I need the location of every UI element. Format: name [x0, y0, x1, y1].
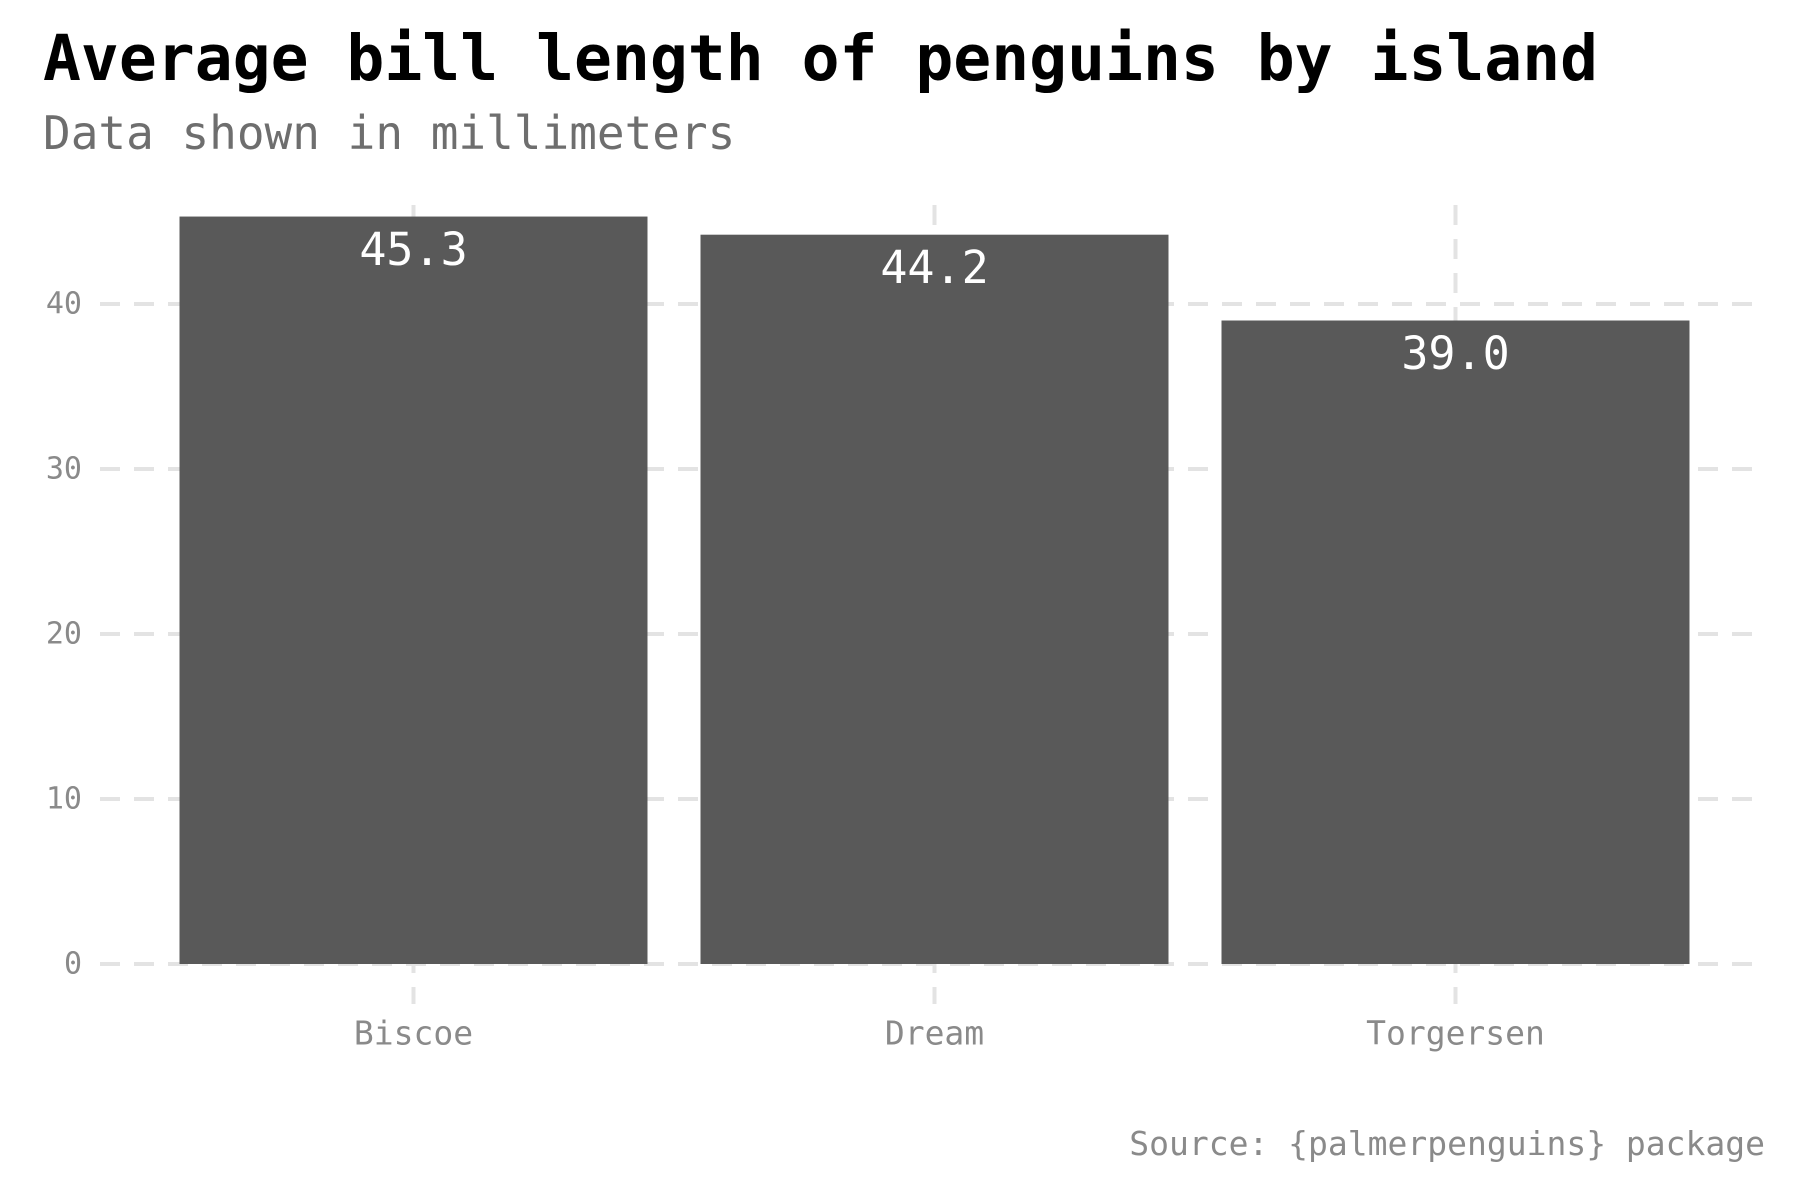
- data-label: 39.0: [1401, 327, 1509, 380]
- y-tick-label: 10: [46, 782, 82, 817]
- x-tick-label: Biscoe: [354, 1014, 473, 1053]
- data-label: 45.3: [359, 223, 467, 276]
- bar-biscoe: [180, 217, 648, 964]
- data-label: 44.2: [880, 241, 988, 294]
- y-tick-label: 40: [46, 287, 82, 322]
- bar-dream: [701, 235, 1169, 964]
- x-tick-label: Dream: [885, 1014, 984, 1053]
- chart-caption: Source: {palmerpenguins} package: [1129, 1124, 1765, 1163]
- x-tick-label: Torgersen: [1366, 1014, 1545, 1053]
- y-tick-label: 20: [46, 617, 82, 652]
- y-tick-label: 0: [64, 947, 82, 982]
- bar-torgersen: [1222, 321, 1690, 965]
- y-tick-label: 30: [46, 452, 82, 487]
